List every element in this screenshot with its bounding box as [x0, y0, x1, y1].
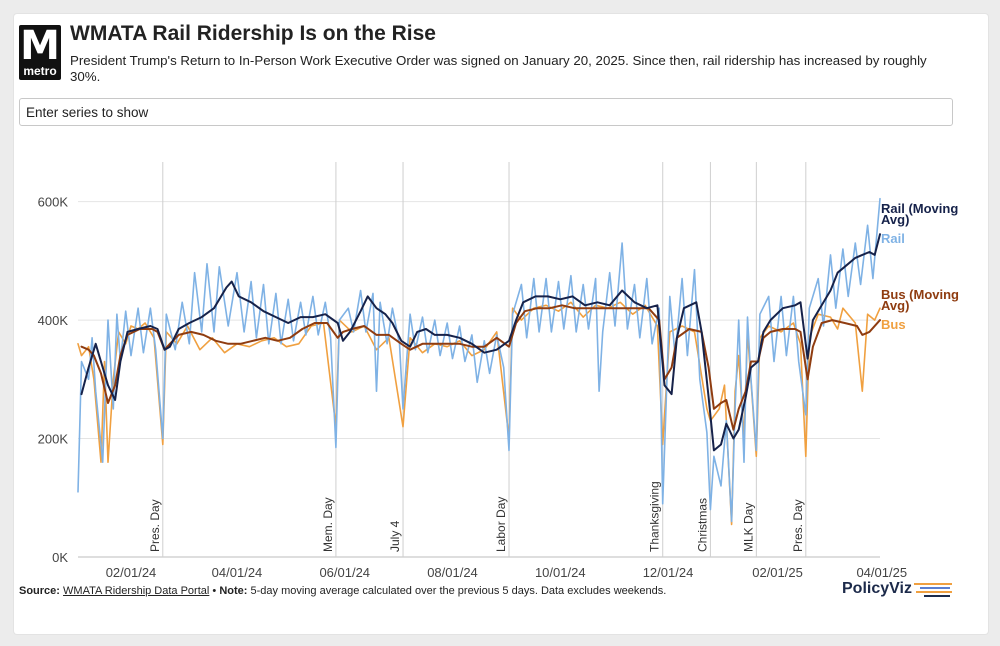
chart-subtitle: President Trump's Return to In-Person Wo… [70, 53, 927, 84]
metro-logo-word: metro [23, 64, 57, 78]
legend-label-line: Bus (Moving [881, 287, 959, 302]
source-link[interactable]: WMATA Ridership Data Portal [63, 585, 210, 597]
x-tick-label: 10/01/24 [535, 565, 586, 580]
note-text: 5-day moving average calculated over the… [250, 585, 667, 597]
legend-label-rail-moving-avg: Rail (Moving Avg) [881, 201, 958, 227]
series-line-rail-moving-avg [80, 233, 881, 452]
event-label-thanksgiving: Thanksgiving [648, 481, 662, 552]
x-tick-label: 12/01/24 [643, 565, 694, 580]
x-tick-label: 06/01/24 [319, 565, 370, 580]
policyviz-logo[interactable]: PolicyViz [842, 580, 952, 602]
footnote: Source: WMATA Ridership Data Portal • No… [19, 585, 666, 597]
x-tick-label: 08/01/24 [427, 565, 478, 580]
legend-label-rail: Rail [881, 231, 905, 246]
y-tick-label: 200K [38, 432, 69, 447]
note-label: Note: [219, 585, 248, 597]
metro-logo-letter: M [20, 25, 60, 69]
metro-logo: M metro [19, 25, 61, 80]
event-label-pres-day: Pres. Day [791, 499, 805, 552]
x-tick-label: 04/01/25 [856, 565, 907, 580]
legend-label-bus: Bus [881, 317, 906, 332]
legend-label-line: Rail (Moving [881, 201, 958, 216]
legend-label-line: Avg) [881, 212, 909, 227]
legend-label-line: Bus [881, 317, 906, 332]
event-label-christmas: Christmas [695, 498, 709, 552]
y-tick-label: 0K [52, 550, 68, 565]
series-search-input[interactable] [19, 98, 953, 126]
x-tick-label: 02/01/25 [752, 565, 803, 580]
source-label: Source: [19, 585, 60, 597]
policyviz-bars-icon [914, 583, 952, 599]
legend-label-line: Avg) [881, 298, 909, 313]
event-label-july-4: July 4 [388, 520, 402, 552]
event-label-mem-day: Mem. Day [321, 497, 335, 552]
policyviz-wordmark: PolicyViz [842, 580, 912, 597]
y-tick-label: 400K [38, 313, 69, 328]
x-tick-label: 04/01/24 [212, 565, 263, 580]
footnote-separator: • [212, 585, 217, 597]
chart-title: WMATA Rail Ridership Is on the Rise [70, 22, 436, 45]
series-line-rail [77, 197, 881, 523]
x-tick-label: 02/01/24 [106, 565, 157, 580]
legend-label-bus-moving-avg: Bus (Moving Avg) [881, 287, 959, 313]
event-label-pres-day: Pres. Day [148, 499, 162, 552]
legend-label-line: Rail [881, 231, 905, 246]
event-label-mlk-day: MLK Day [741, 503, 755, 552]
event-label-labor-day: Labor Day [494, 497, 508, 552]
y-tick-label: 600K [38, 195, 69, 210]
